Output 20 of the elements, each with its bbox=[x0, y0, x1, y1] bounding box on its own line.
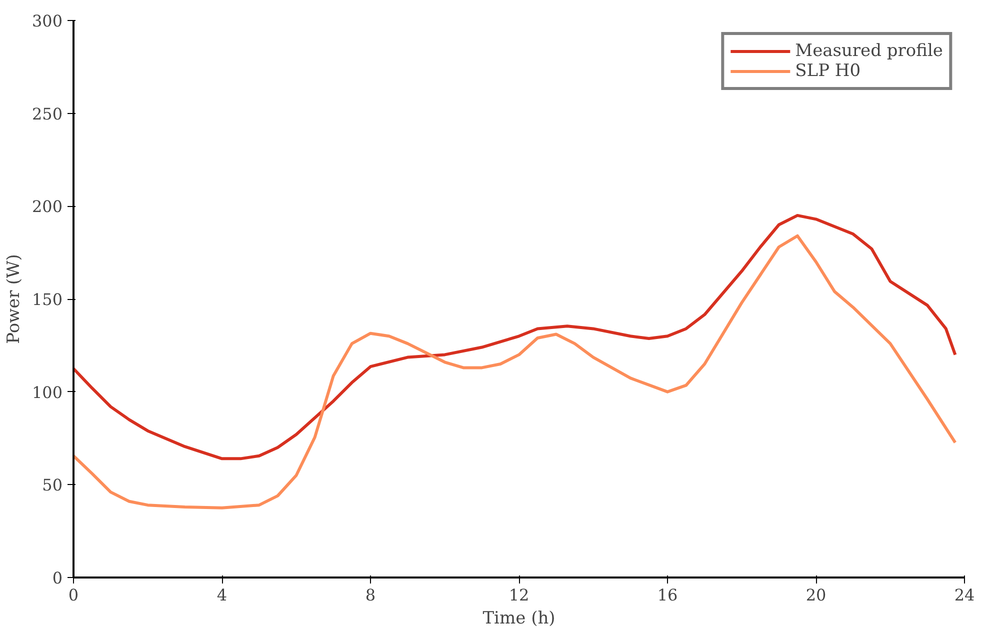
y-tick-label: 0 bbox=[52, 568, 63, 588]
y-tick-label: 150 bbox=[32, 290, 63, 309]
x-tick-label: 16 bbox=[657, 586, 678, 604]
line-series bbox=[74, 234, 957, 510]
legend-label: SLP H0 bbox=[795, 61, 861, 81]
x-tick-label: 4 bbox=[216, 586, 228, 604]
legend-label: Measured profile bbox=[795, 41, 943, 61]
x-tick-label: 12 bbox=[508, 586, 530, 604]
x-tick-label: 8 bbox=[365, 586, 376, 604]
y-tick-label: 50 bbox=[42, 476, 62, 495]
y-axis-title: Power (W) bbox=[4, 254, 24, 344]
y-tick-label: 200 bbox=[32, 197, 63, 216]
x-tick-label: 24 bbox=[954, 586, 975, 604]
x-axis-title: Time (h) bbox=[482, 608, 556, 628]
x-tick-label: 0 bbox=[68, 586, 79, 604]
x-tick-label: 20 bbox=[806, 586, 826, 604]
y-tick-label: 250 bbox=[32, 104, 63, 124]
line-series bbox=[74, 214, 957, 460]
y-tick-label: 300 bbox=[32, 12, 63, 30]
y-tick-label: 100 bbox=[32, 382, 63, 402]
